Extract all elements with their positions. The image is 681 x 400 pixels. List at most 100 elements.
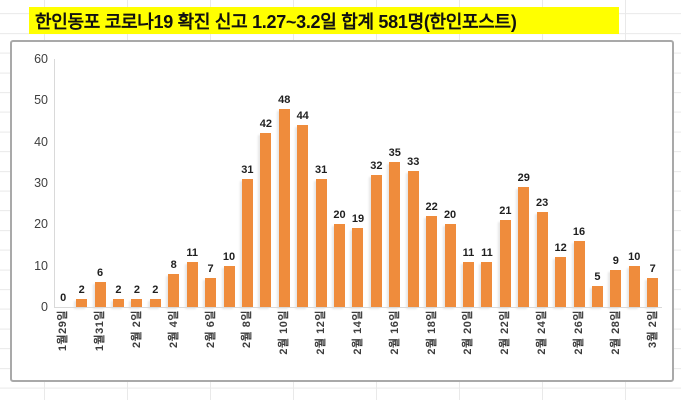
bar-value-label: 20 (443, 209, 457, 222)
bar-value-label: 7 (649, 263, 656, 276)
x-tick-slot (404, 310, 422, 382)
x-tick-slot: 2월 26일 (570, 310, 588, 382)
bar-value-label: 33 (407, 155, 420, 168)
bar-value-label: 2 (78, 283, 85, 296)
x-tick-slot (330, 310, 348, 382)
x-tick-slot: 2월 20일 (459, 310, 477, 382)
y-tick-label: 30 (34, 176, 48, 190)
bar-value-label: 10 (222, 250, 236, 263)
bar-value-label: 2 (115, 283, 122, 296)
y-tick-label: 10 (34, 258, 48, 273)
bar-slot: 2 (109, 59, 127, 307)
bar-value-label: 35 (388, 147, 401, 160)
bar (481, 261, 493, 307)
bar-value-label: 11 (481, 246, 493, 259)
x-tick-slot (441, 310, 459, 382)
bar-value-label: 11 (186, 246, 198, 259)
x-axis-line (54, 307, 662, 308)
x-tick-label: 2월 20일 (462, 310, 475, 355)
x-tick-label: 2월 26일 (572, 310, 585, 355)
x-tick-slot (220, 310, 238, 382)
bar-value-label: 31 (314, 163, 328, 176)
bar-chart: 0 10 20 30 40 50 60 0 2 6 2 2 2 8 11 7 10 31 42 48 44 31 20 19… (10, 40, 674, 382)
x-tick-slot (72, 310, 90, 382)
x-tick-label: 2월 12일 (315, 310, 328, 355)
x-tick-slot (367, 310, 385, 382)
bar-slot: 31 (312, 59, 330, 307)
bar-slot: 5 (588, 59, 606, 307)
x-tick-slot: 2월 4일 (165, 310, 183, 382)
y-tick-label: 50 (34, 93, 48, 108)
bar-slot: 2 (146, 59, 164, 307)
x-tick-label: 2월 6일 (204, 310, 217, 349)
bar-slot: 33 (404, 59, 422, 307)
bar-slot: 9 (607, 59, 625, 307)
x-axis-labels: 1월29일 1월31일 2월 2일 2월 4일 2월 6일 2월 8일 2월 10일 2월 1… (54, 310, 662, 382)
x-tick-slot: 2월 10일 (275, 310, 293, 382)
x-tick-slot (109, 310, 127, 382)
bar-slot: 35 (386, 59, 404, 307)
bar (444, 224, 456, 307)
x-tick-slot (625, 310, 643, 382)
bar-value-label: 5 (594, 271, 601, 284)
bar (591, 286, 603, 307)
x-tick-slot: 2월 24일 (533, 310, 551, 382)
x-tick-slot: 2월 18일 (422, 310, 440, 382)
chart-title-text: 한인동포 코로나19 확진 신고 1.27~3.2일 합계 581명(한인포스트… (35, 11, 517, 32)
bar-value-label: 9 (612, 254, 619, 267)
bar-slot: 0 (54, 59, 72, 307)
bar-value-label: 12 (554, 242, 567, 255)
x-tick-slot: 1월31일 (91, 310, 109, 382)
bar-slot: 11 (459, 59, 477, 307)
x-tick-label: 2월 22일 (499, 310, 512, 355)
x-tick-slot: 2월 28일 (607, 310, 625, 382)
bar-slot: 42 (257, 59, 275, 307)
bar (647, 278, 659, 307)
bar (389, 162, 401, 307)
bar-value-label: 21 (499, 205, 512, 218)
x-tick-label: 2월 10일 (278, 310, 291, 355)
bar-slot: 20 (330, 59, 348, 307)
bar (241, 178, 253, 307)
bar (518, 187, 530, 307)
x-tick-slot: 2월 12일 (312, 310, 330, 382)
bar (205, 278, 217, 307)
chart-title: 한인동포 코로나19 확진 신고 1.27~3.2일 합계 581명(한인포스트… (29, 7, 619, 34)
bar-slot: 31 (238, 59, 256, 307)
bar-slot: 16 (570, 59, 588, 307)
bar-slot: 7 (644, 59, 662, 307)
x-tick-slot: 2월 16일 (386, 310, 404, 382)
bar (278, 108, 290, 307)
bar (536, 211, 548, 307)
bar-value-label: 2 (133, 283, 140, 296)
y-tick-label: 40 (34, 134, 48, 149)
bar-slot: 44 (293, 59, 311, 307)
x-tick-label: 3월 2일 (646, 310, 659, 349)
bar-value-label: 22 (425, 201, 438, 214)
bar (555, 257, 567, 307)
bar (462, 261, 474, 307)
bar (149, 298, 161, 307)
bar-slot: 2 (72, 59, 90, 307)
x-tick-slot (515, 310, 533, 382)
bar-slot: 23 (533, 59, 551, 307)
x-tick-label: 2월 4일 (167, 310, 180, 349)
x-tick-slot (257, 310, 275, 382)
x-tick-label: 2월 14일 (351, 310, 364, 355)
y-tick-label: 60 (34, 52, 48, 66)
x-tick-label: 2월 2일 (130, 310, 143, 349)
bar (112, 298, 124, 307)
x-tick-slot: 3월 2일 (644, 310, 662, 382)
bar-slot: 8 (165, 59, 183, 307)
plot-area: 0 2 6 2 2 2 8 11 7 10 31 42 48 44 31 20 19 32 35 33 22 20 11 11… (54, 59, 662, 307)
bar (168, 273, 180, 307)
x-tick-slot: 1월29일 (54, 310, 72, 382)
x-tick-label: 2월 8일 (241, 310, 254, 349)
bar-slot: 19 (349, 59, 367, 307)
bar-slot: 11 (478, 59, 496, 307)
x-tick-slot: 2월 8일 (238, 310, 256, 382)
bar (315, 178, 327, 307)
y-tick-label: 0 (41, 300, 48, 314)
x-tick-slot (588, 310, 606, 382)
x-tick-slot: 2월 2일 (128, 310, 146, 382)
